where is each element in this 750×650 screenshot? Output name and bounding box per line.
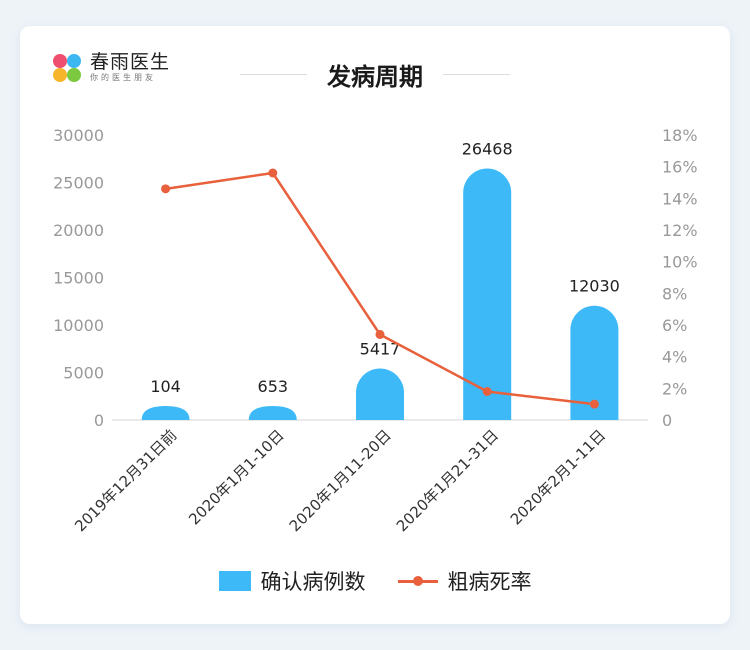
y-left-tick-label: 5000 bbox=[63, 364, 104, 383]
x-tick-label: 2020年1月1-10日 bbox=[185, 426, 287, 528]
y-left-tick-label: 20000 bbox=[53, 221, 104, 240]
brand-logo: 春雨医生 你的医生朋友 bbox=[52, 52, 170, 84]
bar bbox=[463, 168, 512, 420]
y-right-tick-label: 10% bbox=[662, 253, 698, 272]
bar bbox=[141, 406, 190, 420]
line-point bbox=[375, 330, 385, 339]
logo-petal-icon bbox=[67, 54, 81, 68]
y-right-tick-label: 16% bbox=[662, 158, 698, 177]
y-right-tick-label: 8% bbox=[662, 284, 687, 303]
chart-legend: 确认病例数 粗病死率 bbox=[0, 566, 750, 596]
bar-data-label: 653 bbox=[258, 377, 289, 396]
legend-line-label: 粗病死率 bbox=[447, 570, 532, 594]
bar bbox=[248, 406, 297, 420]
brand-logo-icon bbox=[52, 53, 82, 83]
combo-chart: 0 5000 10000 15000 20000 25000 30000 0 2% 4% 6% 8% 1… bbox=[53, 126, 698, 535]
bar bbox=[356, 368, 404, 420]
logo-petal-icon bbox=[53, 54, 67, 68]
y-left-tick-label: 0 bbox=[94, 411, 104, 430]
legend-item-bar: 确认病例数 bbox=[218, 566, 366, 596]
chart-title-block: 发病周期 bbox=[240, 56, 510, 92]
brand-tagline: 你的医生朋友 bbox=[90, 73, 156, 82]
x-tick-label: 2020年1月21-31日 bbox=[393, 426, 502, 535]
chart-title: 发病周期 bbox=[327, 62, 423, 91]
y-left-tick-label: 25000 bbox=[53, 174, 104, 193]
y-right-tick-label: 6% bbox=[662, 316, 687, 335]
logo-petal-icon bbox=[53, 68, 67, 82]
y-right-tick-label: 0 bbox=[662, 411, 672, 430]
bar-data-label: 26468 bbox=[462, 140, 513, 159]
brand-name: 春雨医生 bbox=[90, 51, 171, 73]
x-tick-label: 2020年2月1-11日 bbox=[507, 426, 609, 528]
legend-line-swatch bbox=[397, 574, 438, 588]
y-left-tick-label: 15000 bbox=[53, 269, 104, 288]
legend-bar-swatch bbox=[218, 571, 251, 591]
title-divider-right bbox=[443, 73, 510, 75]
legend-bar-label: 确认病例数 bbox=[260, 570, 366, 594]
line-point bbox=[161, 184, 171, 194]
y-right-tick-label: 2% bbox=[662, 379, 687, 398]
y-left-tick-label: 10000 bbox=[53, 316, 104, 335]
line-point bbox=[268, 168, 278, 178]
line-point bbox=[589, 399, 599, 409]
y-left-tick-label: 30000 bbox=[53, 126, 104, 145]
bar-data-label: 5417 bbox=[360, 340, 401, 359]
y-right-tick-label: 12% bbox=[662, 221, 698, 240]
title-divider-left bbox=[240, 73, 307, 75]
bar bbox=[570, 305, 619, 420]
bar-data-label: 12030 bbox=[569, 277, 620, 296]
y-right-tick-label: 14% bbox=[662, 189, 698, 208]
legend-item-line: 粗病死率 bbox=[397, 566, 532, 596]
x-tick-label: 2020年1月11-20日 bbox=[286, 426, 395, 535]
y-right-tick-label: 4% bbox=[662, 348, 687, 367]
y-right-tick-label: 18% bbox=[662, 126, 698, 145]
logo-petal-icon bbox=[67, 68, 81, 82]
x-tick-label: 2019年12月31日前 bbox=[71, 426, 180, 535]
bar-data-label: 104 bbox=[150, 377, 181, 396]
line-point bbox=[482, 387, 492, 396]
